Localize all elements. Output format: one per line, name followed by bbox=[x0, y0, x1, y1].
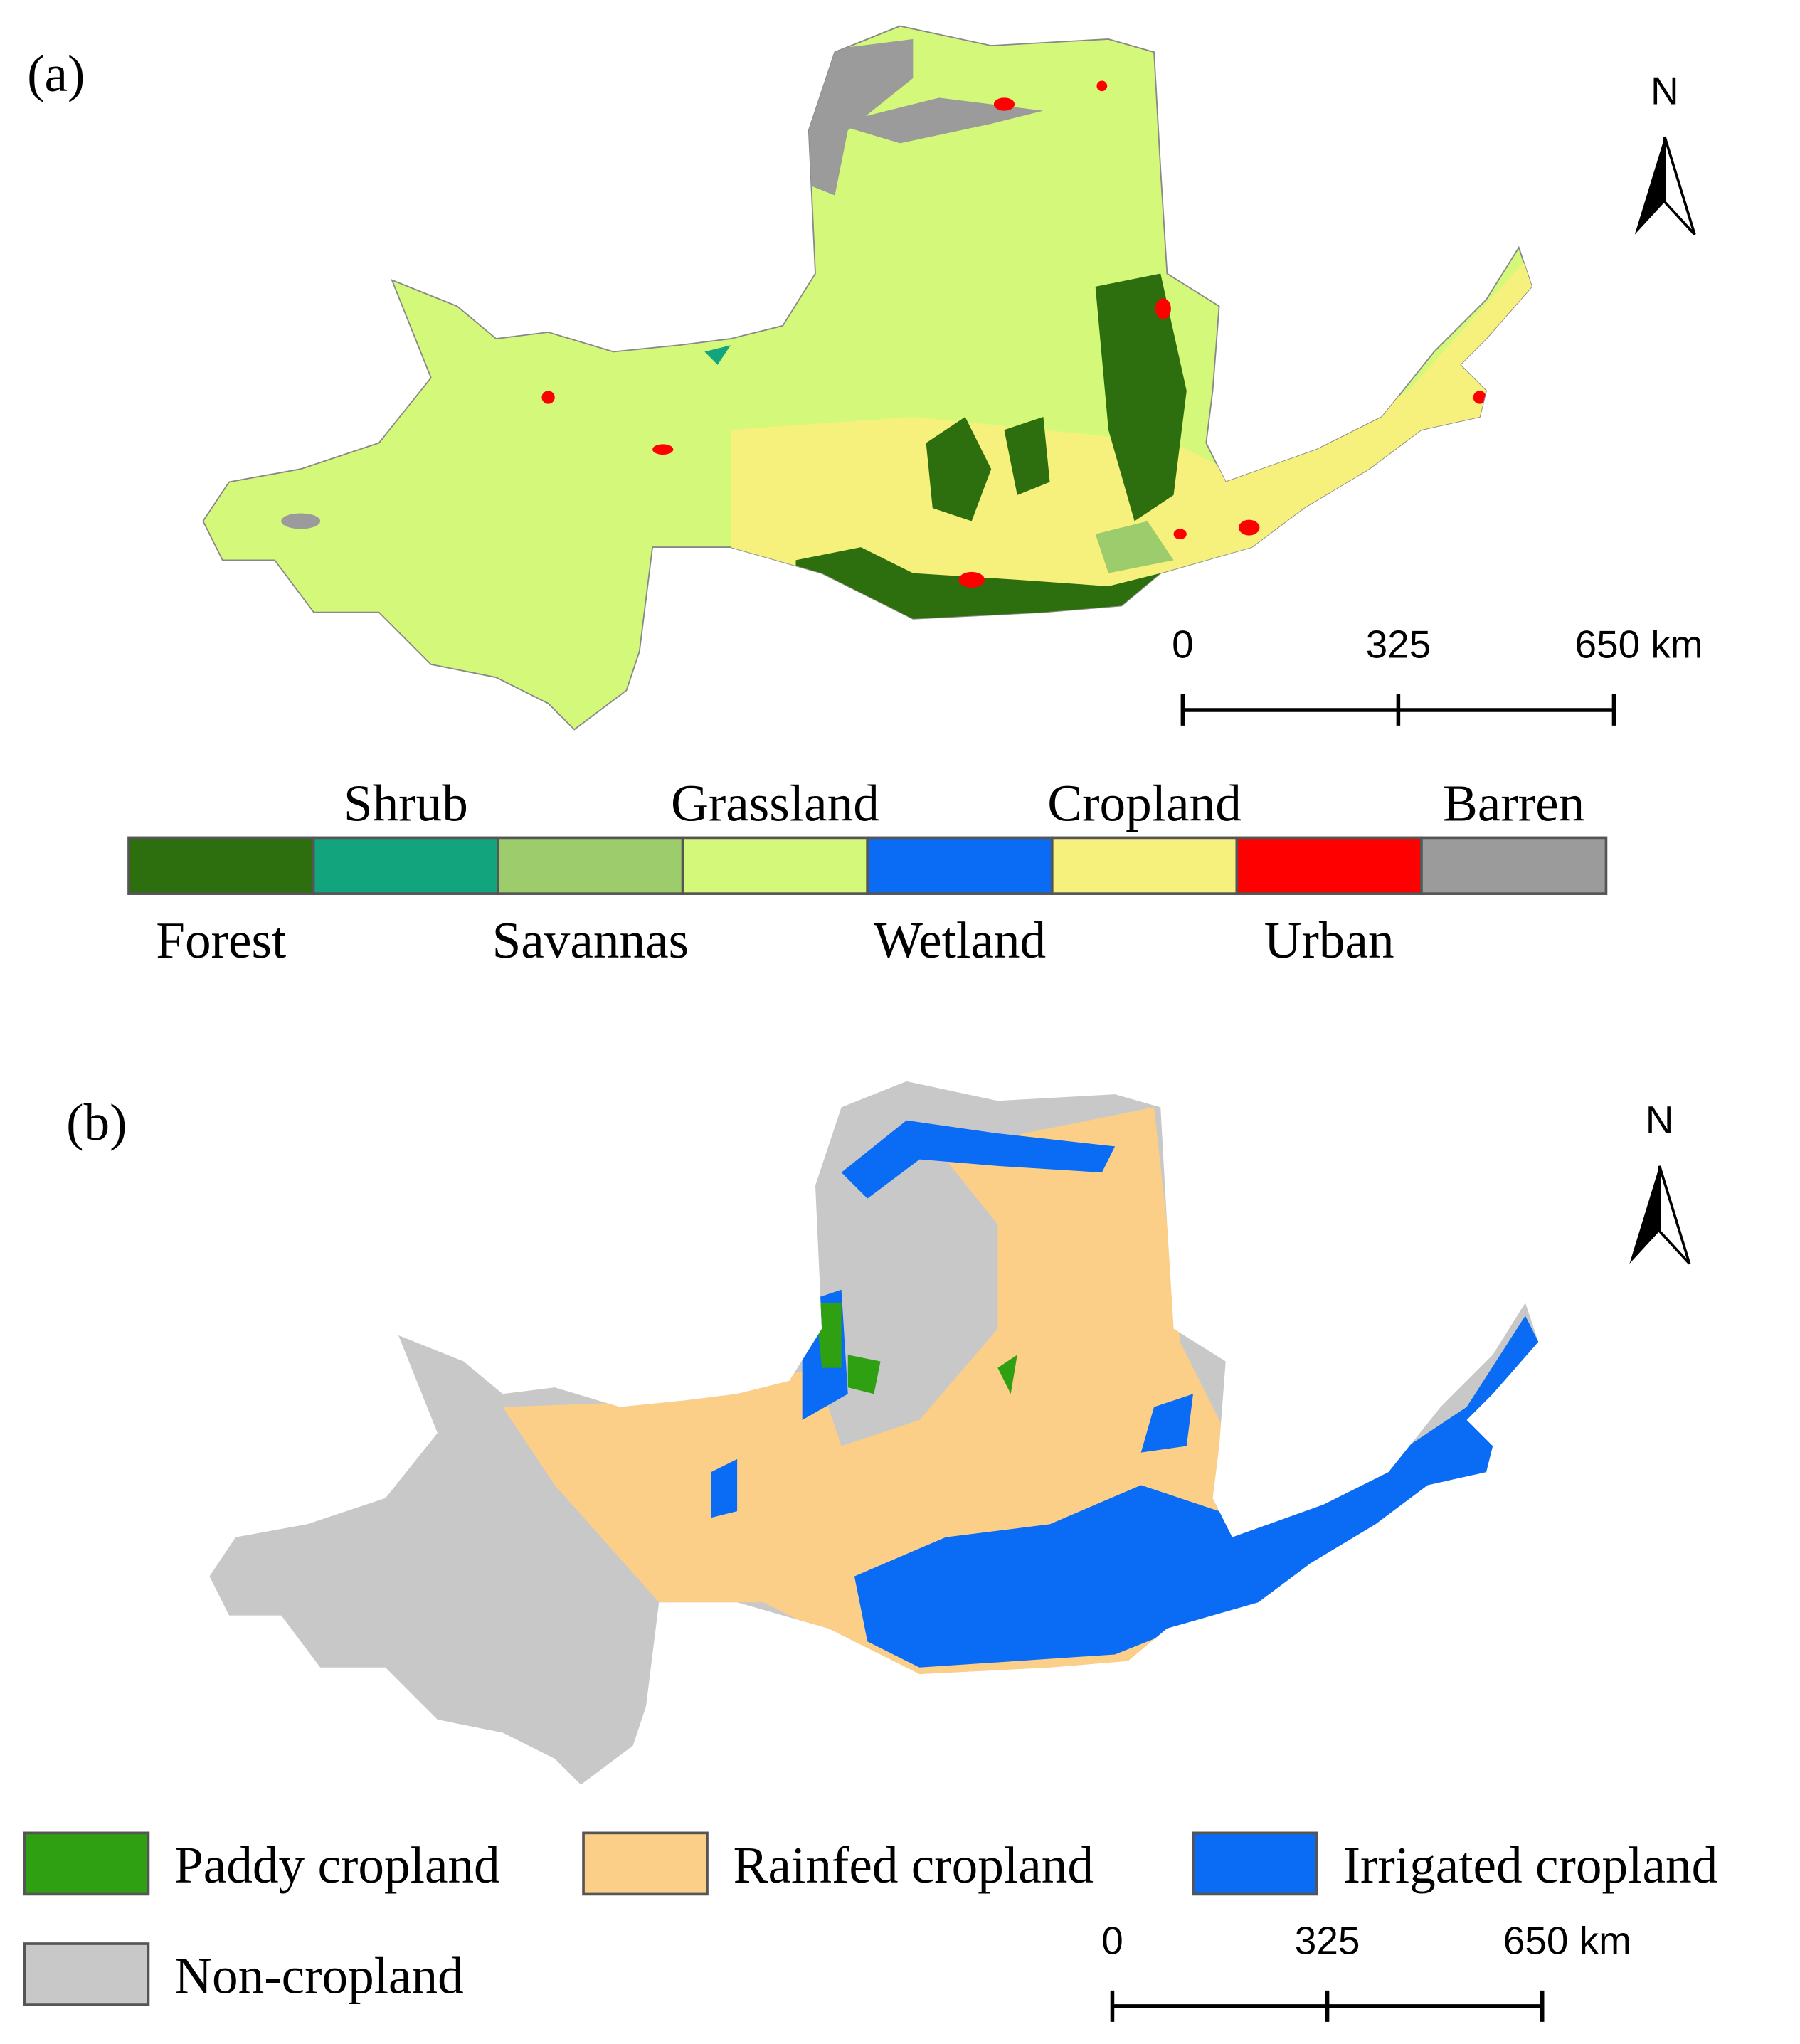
urban-area bbox=[1239, 519, 1260, 536]
legend-swatch bbox=[312, 836, 499, 895]
legend-swatch bbox=[681, 836, 869, 895]
legend-label: Savannas bbox=[492, 911, 689, 969]
legend-swatch bbox=[1420, 836, 1608, 895]
legend-swatch bbox=[23, 1831, 150, 1896]
legend-label: Irrigated cropland bbox=[1343, 1836, 1718, 1894]
legend-label: Urban bbox=[1264, 911, 1394, 969]
irrigated-area bbox=[1140, 1394, 1193, 1453]
legend-swatch bbox=[1050, 836, 1239, 895]
legend-label: Wetland bbox=[874, 911, 1046, 969]
urban-area bbox=[541, 391, 555, 404]
panel-label: (b) bbox=[66, 1094, 127, 1151]
legend-swatch bbox=[1235, 836, 1423, 895]
legend-label: Non-cropland bbox=[174, 1947, 464, 2005]
scale-label: 0 bbox=[1172, 623, 1194, 667]
legend-swatch bbox=[497, 836, 684, 895]
north-arrow bbox=[1663, 136, 1696, 235]
forest-area bbox=[1004, 416, 1050, 495]
barren-area bbox=[802, 38, 914, 196]
legend-swatch bbox=[1192, 1831, 1318, 1896]
north-arrow bbox=[1629, 1165, 1660, 1264]
cropland-area bbox=[730, 260, 1532, 613]
legend-swatch bbox=[582, 1831, 709, 1896]
panel-label: (a) bbox=[27, 45, 85, 102]
legend-swatch bbox=[23, 1942, 150, 2006]
scale-label: 325 bbox=[1295, 1919, 1360, 1963]
scale-label: 0 bbox=[1101, 1919, 1123, 1963]
north-label: N bbox=[1651, 68, 1679, 112]
legend-label: Grassland bbox=[671, 775, 879, 832]
north-label: N bbox=[1646, 1098, 1674, 1142]
urban-area bbox=[1473, 391, 1486, 404]
legend-label: Barren bbox=[1443, 775, 1584, 832]
irrigated-area bbox=[854, 1315, 1539, 1668]
scale-label: 650 km bbox=[1575, 623, 1703, 667]
legend-swatch bbox=[127, 836, 315, 895]
legend-label: Forest bbox=[156, 911, 286, 969]
urban-area bbox=[958, 571, 985, 588]
savanna-area bbox=[1095, 521, 1174, 573]
scale-label: 650 km bbox=[1503, 1919, 1631, 1963]
map-a bbox=[202, 25, 1533, 731]
scale-label: 325 bbox=[1366, 623, 1431, 667]
barren-area bbox=[835, 97, 1044, 144]
north-arrow bbox=[1634, 137, 1665, 235]
legend-label: Cropland bbox=[1047, 775, 1242, 832]
barren-area bbox=[281, 513, 321, 529]
urban-area bbox=[1155, 298, 1171, 319]
urban-area bbox=[652, 444, 674, 455]
paddy-area bbox=[815, 1303, 842, 1368]
urban-area bbox=[1096, 80, 1108, 92]
irrigated-area bbox=[841, 1120, 1116, 1199]
paddy-area bbox=[997, 1355, 1017, 1394]
legend-label: Paddy cropland bbox=[174, 1836, 500, 1894]
forest-area bbox=[926, 416, 992, 521]
irrigated-area bbox=[711, 1458, 738, 1518]
paddy-area bbox=[847, 1355, 881, 1394]
forest-area bbox=[1095, 273, 1187, 521]
map-b bbox=[209, 1081, 1539, 1785]
shrub-area bbox=[704, 345, 731, 365]
urban-area bbox=[1173, 529, 1187, 540]
legend-swatch bbox=[866, 836, 1054, 895]
legend-label: Rainfed cropland bbox=[734, 1836, 1094, 1894]
legend-label: Shrub bbox=[344, 775, 468, 832]
north-arrow bbox=[1658, 1165, 1691, 1265]
urban-area bbox=[993, 97, 1015, 111]
